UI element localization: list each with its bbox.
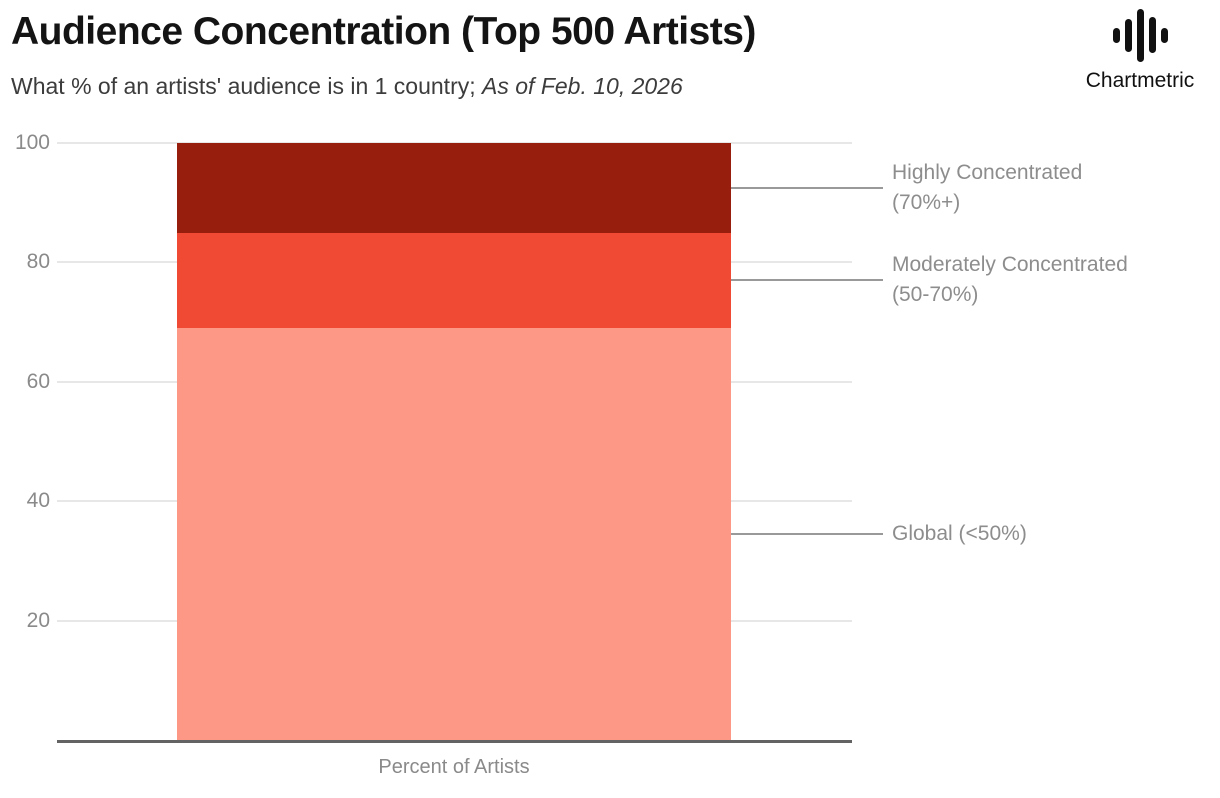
y-tick-80: 80 (26, 250, 50, 274)
annotation-line: Highly Concentrated (892, 160, 1083, 184)
annotation-line: Moderately Concentrated (892, 253, 1128, 277)
chart-title: Audience Concentration (Top 500 Artists) (11, 10, 756, 53)
bar-segment-0 (177, 328, 731, 740)
chartmetric-logo: Chartmetric (1070, 6, 1210, 93)
y-tick-100: 100 (14, 131, 50, 154)
bar-segment-2 (177, 143, 731, 233)
y-tick-40: 40 (26, 489, 50, 513)
annotation-line: Global (<50%) (892, 522, 1027, 546)
waveform-bar (1160, 27, 1168, 43)
x-axis-line (57, 740, 852, 743)
waveform-bar (1136, 8, 1144, 62)
logo-text: Chartmetric (1085, 69, 1195, 92)
callout-line-0 (731, 533, 883, 536)
chart-subtitle: What % of an artists' audience is in 1 c… (11, 73, 683, 100)
annotation-0: Global (<50%) (892, 519, 1220, 549)
annotation-1: Moderately Concentrated (50-70%) (892, 250, 1220, 310)
y-tick-20: 20 (26, 608, 50, 632)
y-tick-60: 60 (26, 369, 50, 393)
callout-line-1 (731, 279, 883, 282)
waveform-bar (1124, 18, 1132, 52)
waveform-icon (1070, 6, 1210, 64)
callout-line-2 (731, 186, 883, 189)
waveform-bar (1112, 27, 1120, 43)
waveform-bar (1148, 17, 1156, 53)
annotation-line: (50-70%) (892, 283, 979, 307)
annotation-line: (70%+) (892, 190, 961, 214)
annotation-2: Highly Concentrated (70%+) (892, 158, 1220, 218)
x-axis-label: Percent of Artists (378, 756, 530, 778)
bar-segment-1 (177, 232, 731, 329)
subtitle-date: As of Feb. 10, 2026 (482, 73, 683, 99)
subtitle-text: What % of an artists' audience is in 1 c… (11, 73, 483, 99)
